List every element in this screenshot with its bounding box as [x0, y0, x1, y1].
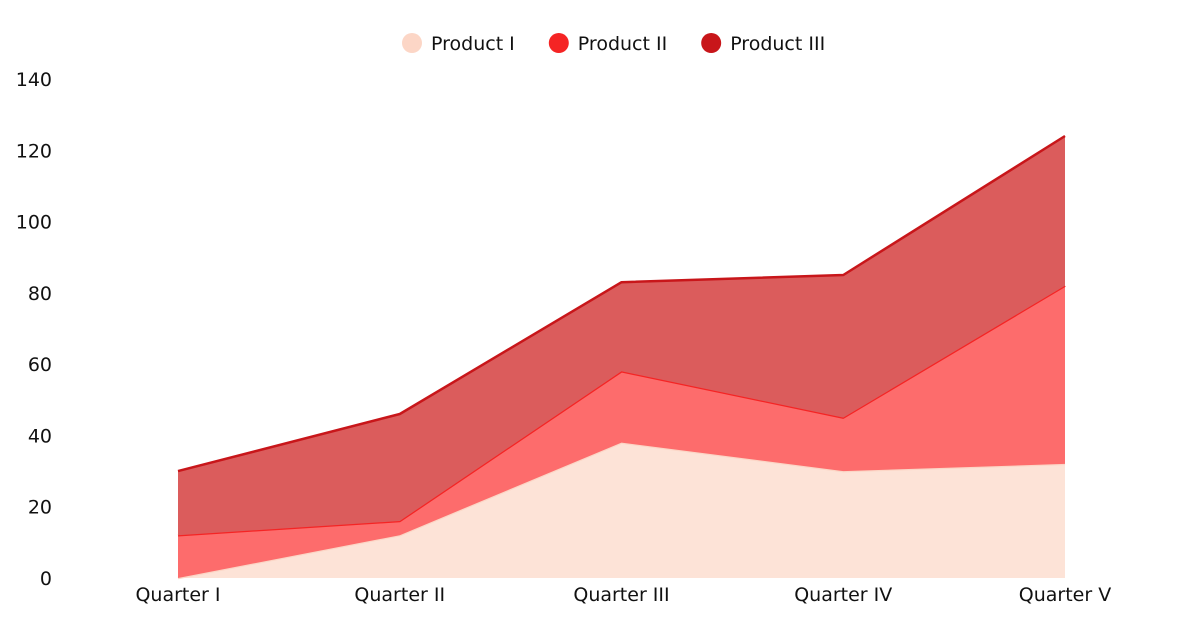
x-tick-label: Quarter I [135, 584, 220, 606]
legend-label: Product I [431, 33, 515, 55]
y-tick-label: 20 [28, 497, 52, 519]
y-tick-label: 120 [16, 140, 52, 162]
legend-marker [548, 33, 569, 53]
x-axis: Quarter I Quarter II Quarter III Quarter IV… [135, 584, 1111, 606]
y-tick-label: 80 [28, 283, 52, 305]
legend-item-product-ii[interactable]: Product II [548, 33, 667, 55]
plot-area [177, 134, 1066, 580]
y-tick-label: 140 [16, 69, 52, 91]
area-product-ii [178, 285, 1065, 578]
legend-item-product-i[interactable]: Product I [402, 33, 515, 55]
x-tick-label: Quarter III [573, 584, 669, 606]
area-product-i [178, 442, 1065, 578]
line-product-iii [177, 134, 1066, 473]
legend-label: Product III [730, 33, 825, 55]
legend: Product I Product II Product III [402, 33, 825, 55]
y-tick-label: 40 [28, 425, 52, 447]
x-tick-label: Quarter II [354, 584, 445, 606]
y-tick-label: 100 [16, 212, 52, 234]
x-tick-label: Quarter V [1019, 584, 1111, 606]
legend-marker [701, 33, 722, 53]
y-axis: 0 20 40 60 80 100 120 140 [16, 69, 52, 590]
y-tick-label: 0 [40, 568, 52, 590]
area-product-iii [178, 136, 1065, 536]
legend-label: Product II [578, 33, 667, 55]
legend-item-product-iii[interactable]: Product III [701, 33, 825, 55]
y-tick-label: 60 [28, 354, 52, 376]
legend-marker [402, 33, 422, 53]
x-tick-label: Quarter IV [794, 584, 892, 606]
